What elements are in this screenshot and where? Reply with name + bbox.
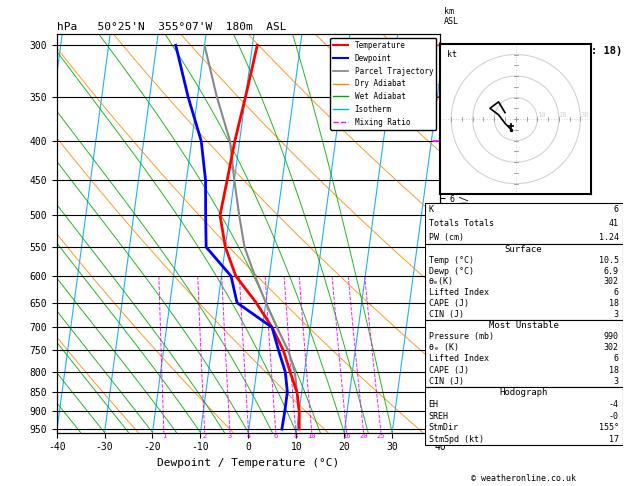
Text: 3: 3 (228, 433, 232, 438)
Text: kt: kt (447, 50, 457, 59)
FancyBboxPatch shape (425, 387, 623, 445)
Text: 3: 3 (614, 310, 619, 319)
Text: 2: 2 (203, 433, 207, 438)
Text: θₑ (K): θₑ (K) (428, 343, 459, 352)
Text: 10: 10 (537, 112, 546, 118)
Text: 10.5: 10.5 (599, 256, 619, 265)
Text: StmSpd (kt): StmSpd (kt) (428, 435, 484, 444)
Text: SREH: SREH (428, 412, 448, 420)
Y-axis label: Mixing Ratio (g/kg): Mixing Ratio (g/kg) (460, 177, 470, 289)
Text: 18: 18 (609, 299, 619, 308)
Text: K: K (428, 206, 433, 214)
Text: 02.05.2024  18GMT  (Base: 18): 02.05.2024 18GMT (Base: 18) (441, 46, 622, 56)
Text: Most Unstable: Most Unstable (489, 321, 559, 330)
Text: PW (cm): PW (cm) (428, 233, 464, 242)
Text: 10: 10 (308, 433, 316, 438)
Text: Totals Totals: Totals Totals (428, 219, 494, 228)
Text: 6: 6 (614, 206, 619, 214)
Text: Temp (°C): Temp (°C) (428, 256, 474, 265)
Text: 30: 30 (581, 112, 589, 118)
Text: 6: 6 (614, 288, 619, 297)
Text: StmDir: StmDir (428, 423, 459, 432)
Text: -4: -4 (609, 400, 619, 409)
Text: 8: 8 (294, 433, 298, 438)
Text: hPa   50°25'N  355°07'W  180m  ASL: hPa 50°25'N 355°07'W 180m ASL (57, 22, 286, 32)
Text: Lifted Index: Lifted Index (428, 354, 489, 364)
Text: 20: 20 (359, 433, 368, 438)
Text: 17: 17 (609, 435, 619, 444)
Legend: Temperature, Dewpoint, Parcel Trajectory, Dry Adiabat, Wet Adiabat, Isotherm, Mi: Temperature, Dewpoint, Parcel Trajectory… (330, 38, 437, 130)
Text: 6: 6 (274, 433, 278, 438)
FancyBboxPatch shape (425, 203, 623, 244)
Text: 41: 41 (609, 219, 619, 228)
Text: -0: -0 (609, 412, 619, 420)
Text: Surface: Surface (505, 245, 542, 254)
Text: Lifted Index: Lifted Index (428, 288, 489, 297)
Text: CIN (J): CIN (J) (428, 377, 464, 386)
Text: 1.24: 1.24 (599, 233, 619, 242)
Text: 18: 18 (609, 365, 619, 375)
Text: Pressure (mb): Pressure (mb) (428, 332, 494, 341)
Text: EH: EH (428, 400, 438, 409)
Text: 990: 990 (604, 332, 619, 341)
Text: CAPE (J): CAPE (J) (428, 299, 469, 308)
Text: 6.9: 6.9 (604, 266, 619, 276)
Text: CAPE (J): CAPE (J) (428, 365, 469, 375)
Text: 302: 302 (604, 343, 619, 352)
Text: km
ASL: km ASL (444, 7, 459, 26)
Text: 1: 1 (162, 433, 166, 438)
Text: © weatheronline.co.uk: © weatheronline.co.uk (471, 474, 576, 483)
Text: 4: 4 (247, 433, 251, 438)
Text: 6: 6 (614, 354, 619, 364)
Text: θₑ(K): θₑ(K) (428, 278, 454, 286)
FancyBboxPatch shape (425, 244, 623, 320)
Text: Dewp (°C): Dewp (°C) (428, 266, 474, 276)
Text: 20: 20 (559, 112, 567, 118)
Text: 302: 302 (604, 278, 619, 286)
Text: Hodograph: Hodograph (499, 388, 548, 397)
X-axis label: Dewpoint / Temperature (°C): Dewpoint / Temperature (°C) (157, 458, 340, 468)
Text: 3: 3 (614, 377, 619, 386)
Text: LCL: LCL (440, 423, 455, 433)
Text: CIN (J): CIN (J) (428, 310, 464, 319)
Text: 155°: 155° (599, 423, 619, 432)
FancyBboxPatch shape (425, 320, 623, 387)
Text: 25: 25 (377, 433, 385, 438)
Text: 16: 16 (342, 433, 351, 438)
